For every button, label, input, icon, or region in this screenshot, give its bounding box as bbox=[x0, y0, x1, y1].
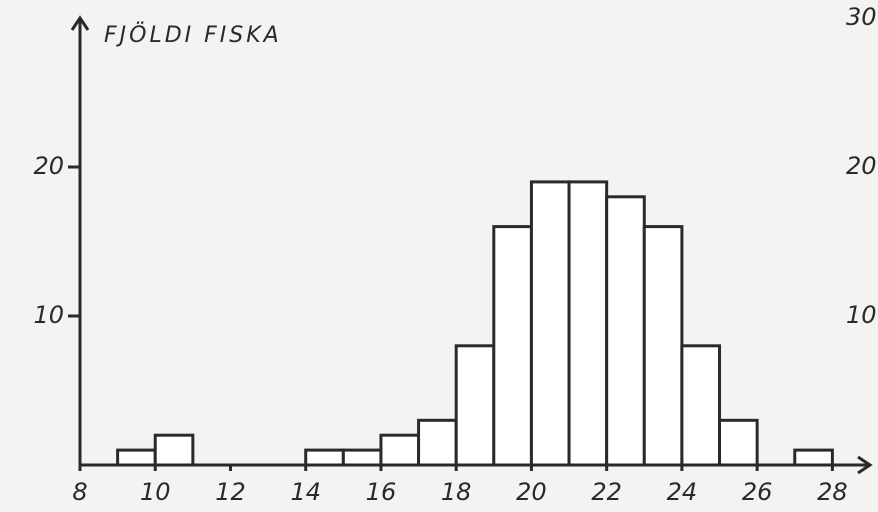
bar bbox=[680, 344, 722, 467]
x-axis bbox=[80, 455, 873, 475]
x-tick-label: 24 bbox=[667, 478, 698, 506]
x-tick-label: 14 bbox=[290, 478, 321, 506]
bar bbox=[304, 448, 345, 467]
x-tick-label: 28 bbox=[817, 478, 848, 506]
bar bbox=[718, 418, 759, 467]
x-tick-label: 26 bbox=[742, 478, 773, 506]
x-tick-label: 12 bbox=[215, 478, 246, 506]
bar bbox=[417, 418, 458, 467]
bar bbox=[605, 195, 646, 467]
bar bbox=[793, 448, 834, 467]
y2-tick-label: 30 bbox=[846, 3, 877, 31]
bar bbox=[153, 433, 195, 467]
y-tick-label: 20 bbox=[33, 152, 64, 180]
x-tick-label: 18 bbox=[441, 478, 472, 506]
bar bbox=[567, 180, 609, 467]
y2-tick-label: 10 bbox=[846, 301, 877, 329]
x-tick-label: 8 bbox=[72, 478, 87, 506]
y2-tick-label: 20 bbox=[846, 152, 877, 180]
x-tick-label: 20 bbox=[516, 478, 547, 506]
chart-title: FJÖLDI FISKA bbox=[104, 22, 282, 48]
bar bbox=[642, 225, 684, 467]
bar bbox=[529, 180, 571, 467]
bar bbox=[341, 448, 383, 467]
y-axis bbox=[70, 15, 90, 465]
y-tick-label: 10 bbox=[33, 301, 64, 329]
bar bbox=[116, 448, 157, 467]
x-tick-label: 10 bbox=[140, 478, 171, 506]
bar bbox=[492, 225, 533, 467]
x-tick-label: 22 bbox=[591, 478, 622, 506]
bar bbox=[454, 344, 496, 467]
x-tick-label: 16 bbox=[366, 478, 397, 506]
bar bbox=[379, 433, 421, 467]
